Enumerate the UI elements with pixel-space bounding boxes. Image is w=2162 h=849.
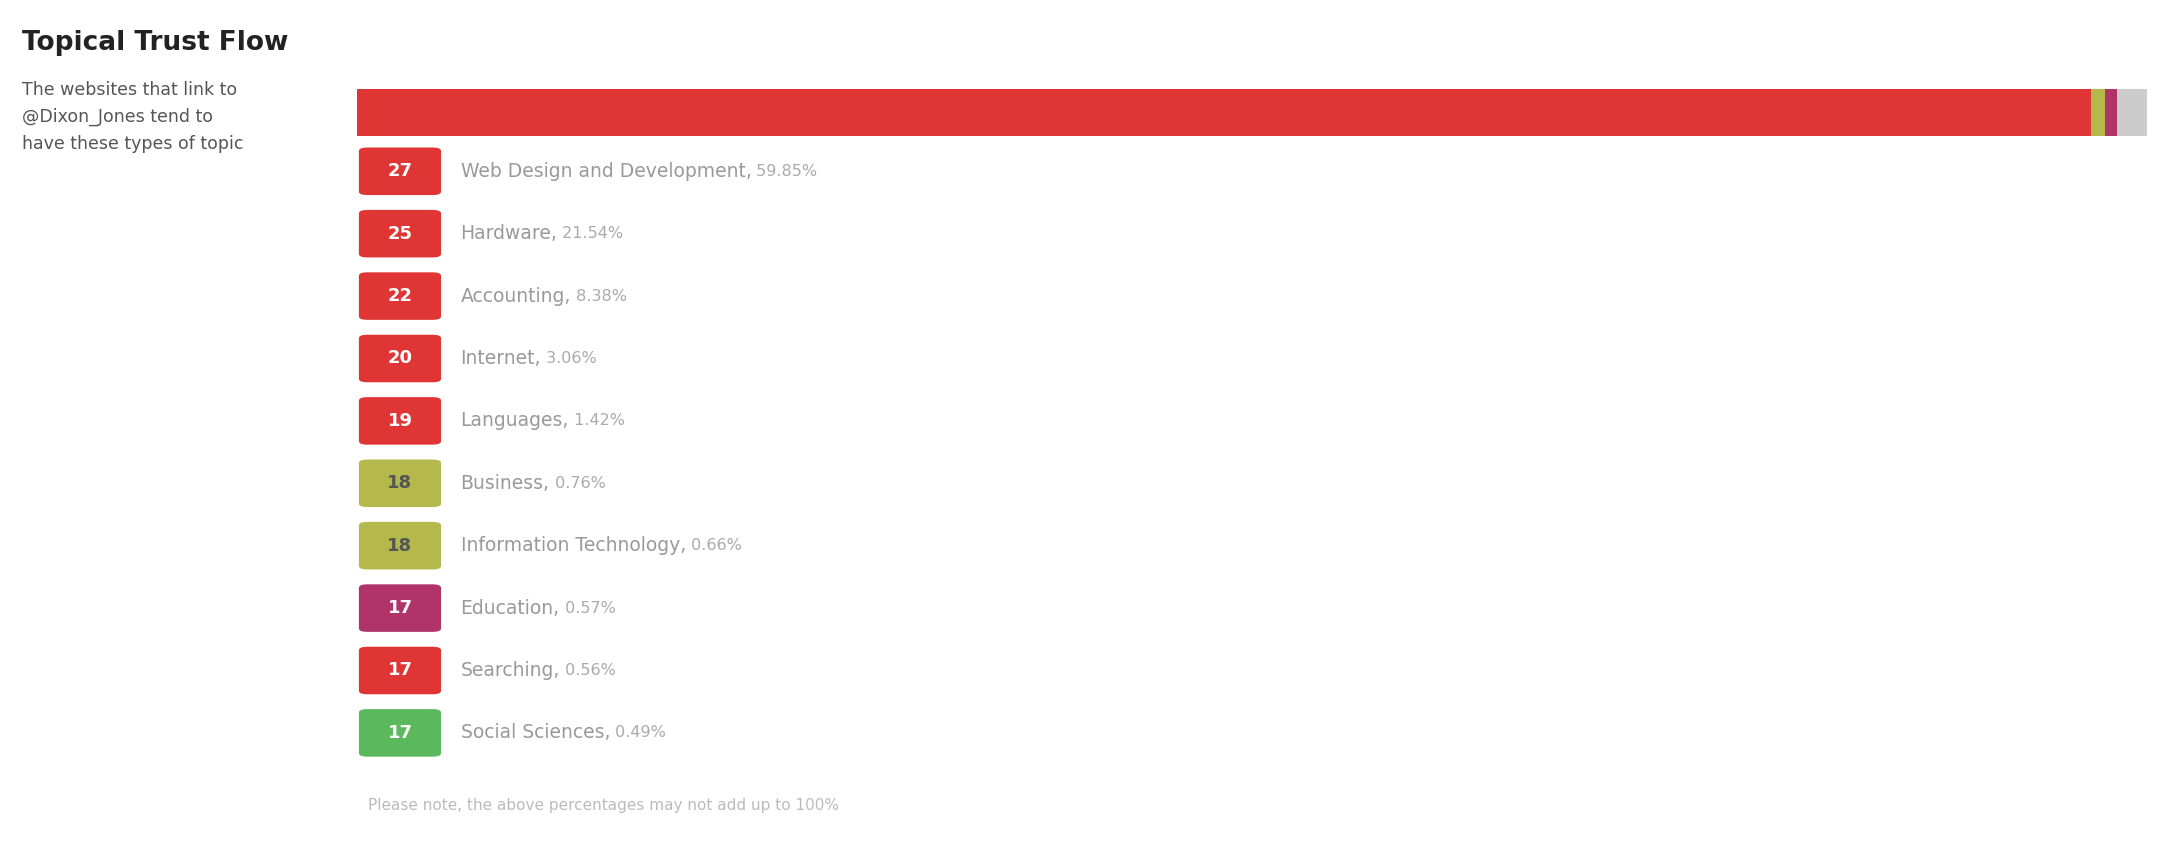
Text: Internet,: Internet, bbox=[461, 349, 540, 368]
FancyBboxPatch shape bbox=[359, 148, 441, 195]
Text: 0.57%: 0.57% bbox=[560, 600, 616, 616]
Text: 17: 17 bbox=[387, 661, 413, 679]
Text: Business,: Business, bbox=[461, 474, 549, 492]
FancyBboxPatch shape bbox=[2106, 89, 2117, 136]
Text: 18: 18 bbox=[387, 475, 413, 492]
Text: 59.85%: 59.85% bbox=[752, 164, 817, 179]
Text: Searching,: Searching, bbox=[461, 661, 560, 680]
FancyBboxPatch shape bbox=[2117, 89, 2127, 136]
FancyBboxPatch shape bbox=[359, 647, 441, 694]
FancyBboxPatch shape bbox=[2065, 89, 2091, 136]
FancyBboxPatch shape bbox=[359, 522, 441, 570]
FancyBboxPatch shape bbox=[359, 273, 441, 320]
FancyBboxPatch shape bbox=[359, 709, 441, 756]
FancyBboxPatch shape bbox=[2127, 89, 2136, 136]
Text: The websites that link to
@Dixon_Jones tend to
have these types of topic: The websites that link to @Dixon_Jones t… bbox=[22, 81, 242, 153]
Text: 0.76%: 0.76% bbox=[549, 475, 605, 491]
Text: Please note, the above percentages may not add up to 100%: Please note, the above percentages may n… bbox=[368, 798, 839, 813]
Text: 3.06%: 3.06% bbox=[540, 351, 597, 366]
Text: 0.56%: 0.56% bbox=[560, 663, 616, 678]
FancyBboxPatch shape bbox=[357, 89, 1457, 136]
Text: Hardware,: Hardware, bbox=[461, 224, 558, 243]
FancyBboxPatch shape bbox=[359, 335, 441, 382]
Text: Information Technology,: Information Technology, bbox=[461, 537, 685, 555]
Text: Web Design and Development,: Web Design and Development, bbox=[461, 162, 752, 181]
Text: 1.42%: 1.42% bbox=[569, 413, 625, 429]
FancyBboxPatch shape bbox=[359, 584, 441, 632]
Text: Languages,: Languages, bbox=[461, 412, 569, 430]
FancyBboxPatch shape bbox=[359, 210, 441, 257]
Text: 27: 27 bbox=[387, 162, 413, 180]
Text: Education,: Education, bbox=[461, 599, 560, 617]
FancyBboxPatch shape bbox=[2091, 89, 2106, 136]
Text: Social Sciences,: Social Sciences, bbox=[461, 723, 610, 742]
Text: 22: 22 bbox=[387, 287, 413, 305]
Text: 25: 25 bbox=[387, 225, 413, 243]
Text: 20: 20 bbox=[387, 350, 413, 368]
FancyBboxPatch shape bbox=[2136, 89, 2147, 136]
Text: 21.54%: 21.54% bbox=[558, 226, 623, 241]
FancyBboxPatch shape bbox=[359, 397, 441, 445]
FancyBboxPatch shape bbox=[1855, 89, 2008, 136]
Text: 18: 18 bbox=[387, 537, 413, 554]
Text: Accounting,: Accounting, bbox=[461, 287, 571, 306]
FancyBboxPatch shape bbox=[2008, 89, 2065, 136]
Text: 17: 17 bbox=[387, 724, 413, 742]
Text: 19: 19 bbox=[387, 412, 413, 430]
FancyBboxPatch shape bbox=[359, 459, 441, 507]
Text: 0.49%: 0.49% bbox=[610, 725, 666, 740]
Text: Topical Trust Flow: Topical Trust Flow bbox=[22, 30, 288, 56]
Text: 0.66%: 0.66% bbox=[685, 538, 742, 554]
Text: 17: 17 bbox=[387, 599, 413, 617]
FancyBboxPatch shape bbox=[1457, 89, 1855, 136]
Text: 8.38%: 8.38% bbox=[571, 289, 627, 304]
